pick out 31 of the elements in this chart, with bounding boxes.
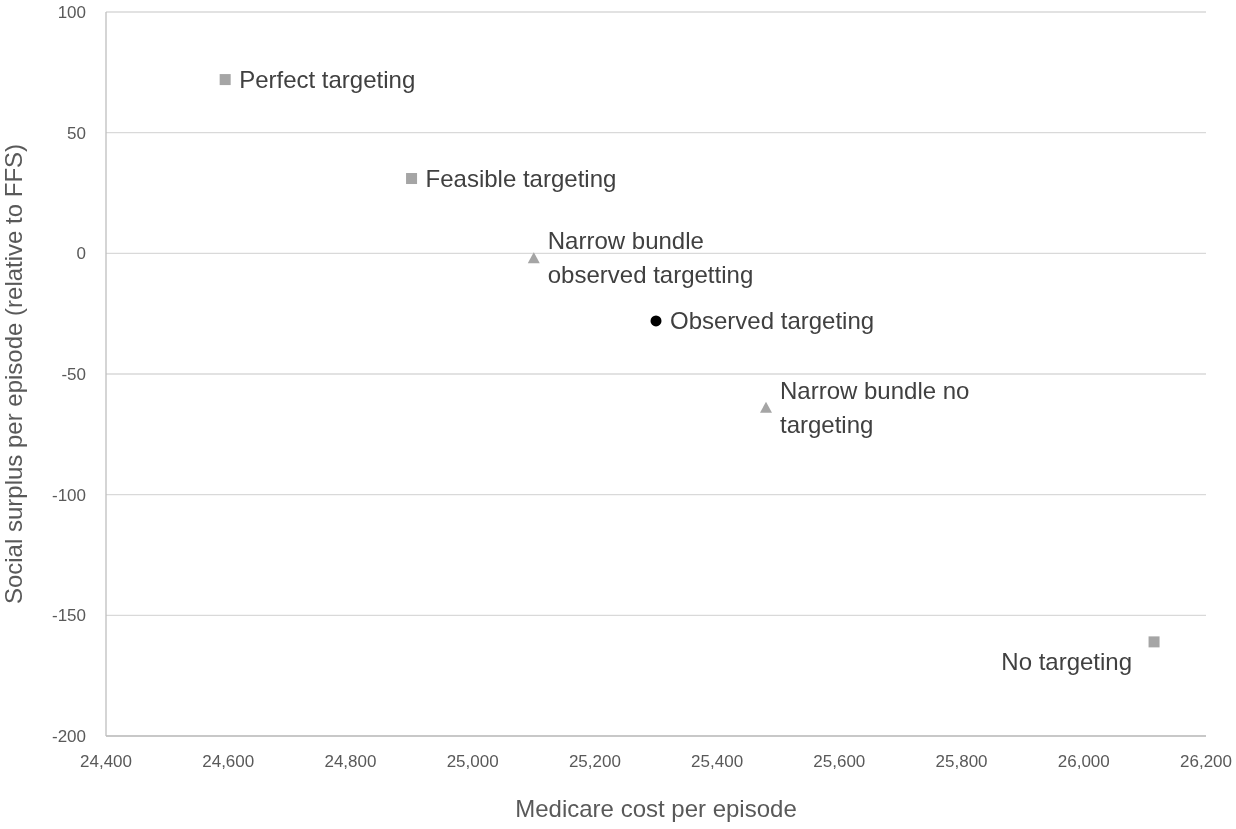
x-tick-label: 25,200 (568, 752, 621, 771)
series-label: Narrow bundle observed targetting (547, 227, 754, 289)
x-tick-label: 25,400 (691, 752, 744, 771)
series-label: Observed targeting (670, 306, 875, 334)
x-tick-label: 25,600 (813, 752, 866, 771)
point (527, 252, 540, 264)
point (650, 315, 662, 327)
y-tick-label: 0 (76, 244, 86, 264)
y-tick-label: -50 (61, 365, 86, 384)
point (406, 173, 418, 185)
y-tick-label: 50 (67, 123, 86, 143)
x-tick-label: 24,800 (324, 752, 377, 771)
point (219, 74, 231, 86)
series-label: Perfect targeting (239, 65, 416, 93)
series-label: No targeting (1001, 647, 1133, 675)
y-tick-label: 100 (57, 3, 86, 22)
x-tick-label: 25,000 (446, 752, 499, 771)
point (760, 401, 772, 413)
point (1148, 636, 1160, 648)
x-axis-title: Medicare cost per episode (515, 795, 797, 822)
x-tick-label: 24,400 (80, 752, 132, 771)
y-axis-title: Social surplus per episode (relative to FFS) (0, 143, 27, 605)
x-tick-label: 24,600 (202, 752, 255, 771)
series-label: Feasible targeting (425, 164, 617, 192)
x-tick-label: 25,800 (935, 752, 988, 771)
series-label: Narrow bundle no targeting (780, 376, 970, 438)
y-tick-label: -200 (51, 727, 86, 746)
x-tick-label: 26,000 (1057, 752, 1110, 771)
y-tick-label: -150 (51, 606, 86, 626)
x-tick-label: 26,200 (1180, 752, 1232, 771)
y-tick-label: -100 (51, 485, 86, 505)
